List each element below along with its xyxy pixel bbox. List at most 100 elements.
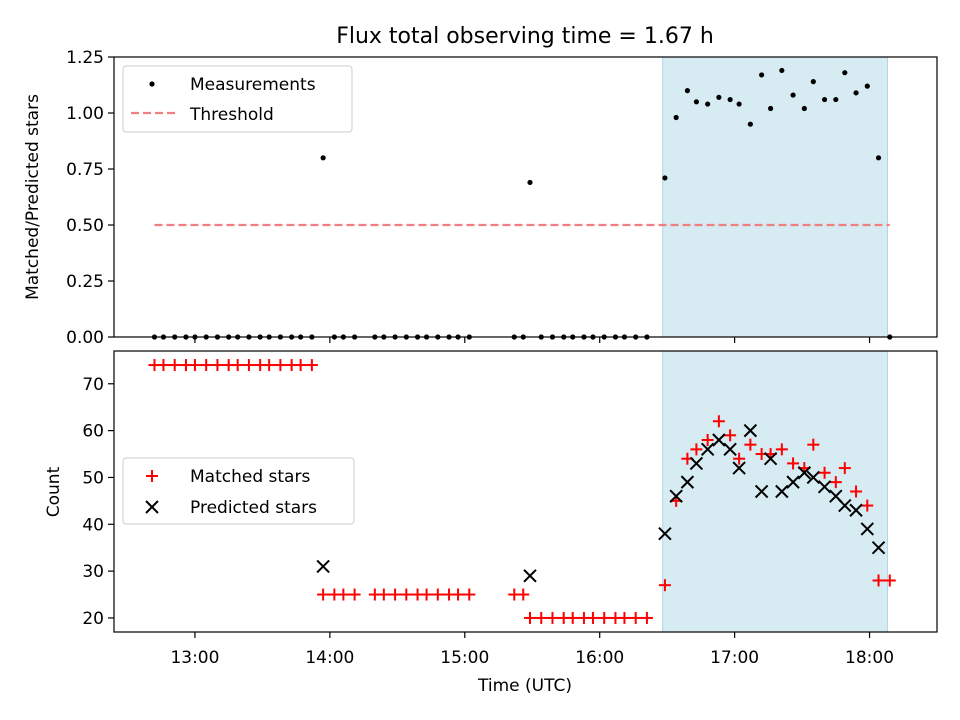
y-tick-label: 0.00: [66, 328, 104, 348]
observing-window-span: [662, 56, 889, 338]
predicted-star-point: [689, 456, 704, 471]
matched-star-point: [701, 433, 714, 446]
y-tick-label: 1.00: [66, 104, 104, 124]
matched-star-point: [598, 611, 611, 624]
matched-star-point: [883, 574, 896, 587]
matched-star-point: [157, 359, 170, 372]
predicted-star-point: [817, 480, 832, 494]
measurement-point: [842, 70, 848, 76]
matched-star-point: [807, 438, 820, 451]
matched-star-point: [850, 485, 863, 498]
top-panel: 0.00 0.25 0.50 0.75 1.00 1.25 Matched/Predict…: [23, 48, 938, 348]
matched-star-point: [744, 438, 757, 451]
matched-star-point: [829, 476, 842, 489]
y-tick-label: 0.50: [66, 216, 104, 236]
matched-star-point: [168, 359, 181, 372]
matched-star-point: [463, 588, 476, 601]
matched-star-point: [690, 443, 703, 456]
matched-star-point: [452, 588, 465, 601]
predicted-star-point: [723, 442, 737, 457]
measurement-point: [768, 105, 774, 112]
y-tick-label: 20: [82, 609, 104, 629]
matched-star-point: [274, 359, 287, 372]
y-tick-label: 40: [82, 515, 104, 535]
matched-star-point: [535, 611, 548, 624]
matched-star-point: [317, 588, 330, 601]
matched-star-point: [400, 588, 413, 601]
x-tick-label: 15:00: [440, 648, 489, 668]
y-tick-label: 70: [82, 375, 104, 395]
matched-star-point: [712, 415, 725, 428]
legend-measurements-marker: [149, 81, 155, 87]
matched-star-point: [861, 499, 874, 512]
measurement-point: [810, 79, 816, 85]
x-tick-label: 17:00: [710, 648, 759, 668]
predicted-star-point: [786, 475, 800, 489]
y-tick-label: 1.25: [66, 48, 104, 68]
legend-measurements-label: Measurements: [190, 75, 316, 95]
measurement-point: [759, 72, 765, 78]
measurement-point: [527, 179, 533, 186]
matched-star-point: [431, 588, 444, 601]
predicted-star-point: [743, 423, 758, 438]
matched-star-point: [294, 359, 307, 372]
top-y-axis-label: Matched/Predicted stars: [23, 94, 43, 300]
measurement-point: [320, 155, 326, 161]
predicted-star-point: [806, 470, 821, 485]
y-tick-label: 30: [82, 562, 104, 582]
y-tick-label: 0.25: [66, 272, 104, 292]
matched-star-point: [420, 588, 433, 601]
predicted-star-point: [732, 461, 746, 475]
bottom-legend: Matched stars Predicted stars: [122, 457, 355, 525]
legend-predicted-marker: [145, 500, 159, 514]
predicted-star-point: [523, 569, 537, 583]
predicted-star-point: [797, 466, 812, 480]
matched-star-point: [818, 466, 831, 479]
x-tick-label: 16:00: [575, 648, 624, 668]
matched-star-point: [733, 452, 746, 465]
matched-star-point: [242, 359, 255, 372]
legend-matched-label: Matched stars: [190, 467, 310, 487]
measurement-point: [673, 114, 679, 121]
legend-matched-marker: [146, 470, 158, 482]
matched-star-point: [188, 359, 201, 372]
x-tick-label: 18:00: [845, 648, 894, 668]
predicted-star-point: [712, 433, 726, 447]
measurement-point: [833, 96, 839, 103]
matched-star-point: [211, 359, 224, 372]
x-tick-label: 13:00: [170, 648, 219, 668]
measurement-point: [790, 92, 796, 98]
predicted-star-point: [316, 559, 330, 574]
measurement-point: [801, 105, 807, 112]
measurement-point: [779, 67, 785, 74]
measurement-point: [864, 83, 870, 89]
predicted-star-point: [680, 475, 695, 489]
legend-predicted-label: Predicted stars: [190, 498, 317, 518]
matched-star-point: [523, 611, 536, 624]
matched-star-point: [658, 579, 671, 592]
measurement-point: [662, 175, 668, 181]
matched-star-point: [517, 588, 530, 601]
measurement-point: [853, 90, 859, 96]
y-tick-label: 60: [82, 422, 104, 442]
top-plot-frame: [113, 56, 938, 338]
measurement-point: [693, 99, 699, 105]
matched-star-point: [618, 611, 631, 624]
matched-star-point: [787, 457, 800, 470]
matched-star-point: [389, 588, 402, 601]
matched-star-point: [348, 588, 361, 601]
matched-star-point: [724, 429, 737, 442]
matched-star-point: [586, 611, 599, 624]
x-tick-label: 14:00: [305, 648, 354, 668]
matched-star-point: [337, 588, 350, 601]
predicted-star-point: [763, 452, 778, 466]
matched-star-point: [640, 611, 653, 624]
predicted-star-point: [838, 498, 852, 513]
matched-star-point: [775, 443, 788, 456]
matched-star-point: [629, 611, 642, 624]
measurement-point: [736, 101, 742, 107]
matched-star-point: [263, 359, 276, 372]
y-tick-label: 50: [82, 468, 104, 488]
predicted-star-point: [669, 489, 683, 503]
